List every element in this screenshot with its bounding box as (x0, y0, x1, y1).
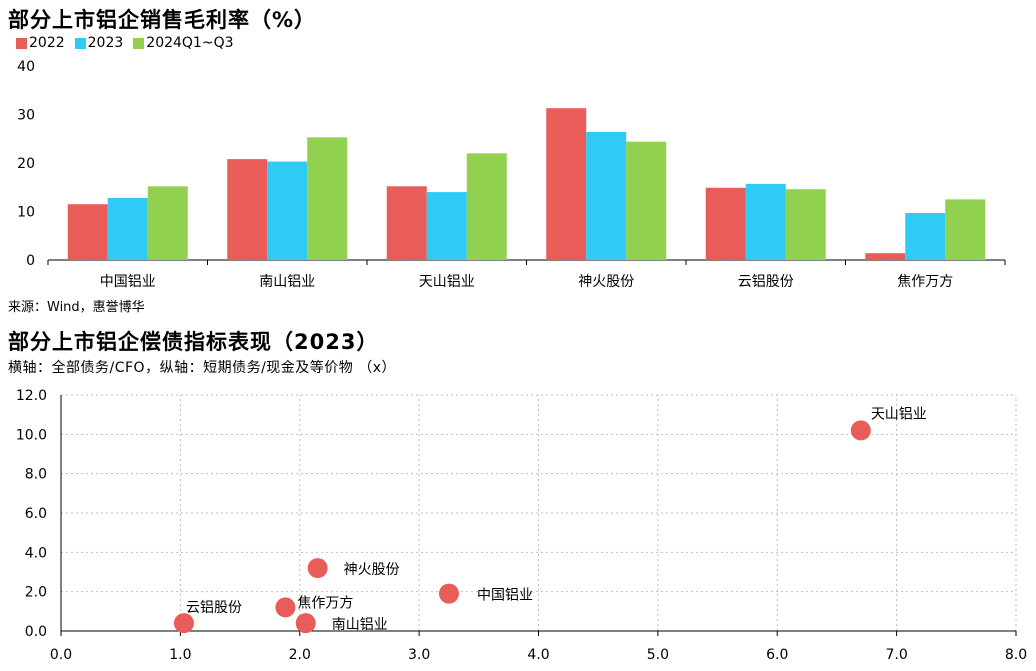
bar-1-2023 (107, 197, 148, 260)
scatter-x-tick-label: 7.0 (885, 647, 907, 663)
scatter-x-tick-label: 3.0 (408, 647, 430, 663)
bar-4-2022 (546, 108, 587, 260)
scatter-y-tick-label: 2.0 (25, 585, 47, 601)
scatter-y-tick-label: 6.0 (25, 506, 47, 522)
scatter-point-2 (307, 558, 328, 579)
bar-category-label: 南山铝业 (259, 274, 315, 290)
scatter-point-label: 神火股份 (344, 562, 400, 578)
scatter-y-tick-label: 8.0 (25, 467, 47, 483)
legend-swatch-2024q1-q3 (133, 37, 145, 49)
bar-category-label: 中国铝业 (100, 274, 156, 290)
scatter-x-tick-label: 0.0 (50, 647, 72, 663)
bar-5-2022 (705, 187, 746, 260)
scatter-x-tick-label: 6.0 (766, 647, 788, 663)
bar-y-tick-label: 40 (17, 59, 35, 75)
bar-chart-source: 来源：Wind，惠誉博华 (8, 300, 145, 315)
legend-label-2024q1-q3: 2024Q1~Q3 (146, 35, 234, 51)
bar-chart-legend: 2022 2023 2024Q1~Q3 (16, 35, 234, 51)
bar-3-2022 (386, 186, 427, 260)
legend-item-2022: 2022 (16, 35, 65, 51)
legend-item-2023: 2023 (74, 35, 124, 51)
bar-category-label: 云铝股份 (738, 274, 794, 290)
scatter-point-label: 南山铝业 (332, 617, 388, 633)
bar-5-2024q1-q3 (785, 189, 826, 260)
bar-4-2023 (586, 131, 627, 260)
scatter-point-1 (850, 420, 871, 441)
bar-y-tick-label: 0 (26, 253, 35, 269)
bar-category-label: 天山铝业 (419, 274, 475, 290)
bar-y-tick-label: 10 (17, 205, 35, 221)
scatter-y-tick-label: 4.0 (25, 545, 47, 561)
scatter-point-3 (438, 583, 459, 604)
scatter-point-label: 天山铝业 (871, 406, 927, 422)
scatter-y-tick-label: 10.0 (16, 427, 47, 443)
scatter-x-tick-label: 1.0 (169, 647, 191, 663)
scatter-y-tick-label: 12.0 (16, 388, 47, 404)
legend-swatch-2023 (74, 37, 86, 49)
scatter-x-tick-label: 4.0 (527, 647, 549, 663)
bar-y-tick-label: 30 (17, 108, 35, 124)
bar-2-2023 (267, 161, 308, 260)
bar-6-2022 (865, 253, 906, 260)
scatter-point-label: 中国铝业 (477, 588, 533, 604)
bar-1-2022 (67, 204, 108, 260)
bar-1-2024q1-q3 (147, 186, 188, 260)
scatter-chart-axis-note: 横轴：全部债务/CFO，纵轴：短期债务/现金及等价物 （x） (8, 360, 397, 376)
scatter-point-4 (275, 597, 296, 618)
scatter-x-tick-label: 5.0 (647, 647, 669, 663)
legend-item-2024q1-q3: 2024Q1~Q3 (133, 35, 234, 51)
scatter-y-tick-label: 0.0 (25, 624, 47, 640)
bar-6-2023 (905, 212, 946, 260)
bar-category-label: 焦作万方 (897, 274, 953, 290)
scatter-point-label: 云铝股份 (186, 600, 242, 616)
scatter-point-5 (173, 613, 194, 634)
scatter-x-tick-label: 8.0 (1005, 647, 1027, 663)
legend-label-2023: 2023 (87, 35, 124, 51)
bar-5-2023 (745, 183, 786, 260)
scatter-x-tick-label: 2.0 (289, 647, 311, 663)
scatter-chart-title: 部分上市铝企偿债指标表现（2023） (8, 330, 379, 354)
scatter-point-label: 焦作万方 (297, 595, 353, 611)
bar-6-2024q1-q3 (945, 199, 986, 260)
bar-category-label: 神火股份 (578, 274, 634, 290)
bar-y-tick-label: 20 (17, 156, 35, 172)
scatter-point-6 (295, 613, 316, 634)
bar-4-2024q1-q3 (626, 141, 667, 260)
legend-swatch-2022 (16, 37, 27, 49)
bar-3-2023 (426, 192, 467, 260)
bar-2-2024q1-q3 (307, 137, 348, 260)
bar-chart-title: 部分上市铝企销售毛利率（%） (8, 8, 317, 32)
bar-2-2022 (227, 159, 268, 260)
legend-label-2022: 2022 (29, 35, 65, 51)
bar-3-2024q1-q3 (466, 153, 507, 260)
